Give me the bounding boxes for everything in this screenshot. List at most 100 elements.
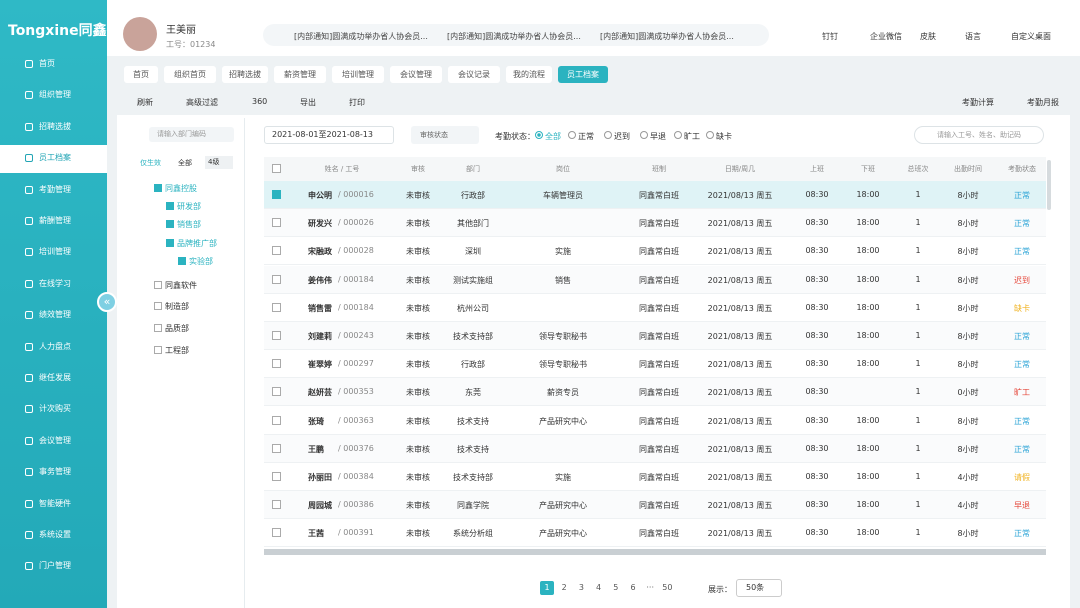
toolbar-button[interactable]: 考勤计算 (962, 98, 994, 107)
table-row[interactable] (264, 265, 1046, 294)
radio-label[interactable]: 早退 (650, 132, 666, 141)
nav-active[interactable] (0, 145, 107, 174)
tree-checkbox[interactable] (154, 281, 162, 289)
nav-item[interactable]: 事务管理 (39, 467, 71, 477)
page-button[interactable]: 2 (561, 583, 567, 592)
top-link[interactable]: 钉钉 (822, 32, 838, 41)
date-range[interactable]: 2021-08-01至2021-08-13 (264, 126, 394, 144)
tab[interactable]: 员工档案 (558, 66, 608, 83)
tree-checkbox[interactable] (154, 184, 162, 192)
top-link[interactable]: 自定义桌面 (1011, 32, 1051, 41)
search-input[interactable]: 请输入工号、姓名、助记码 (914, 126, 1044, 144)
page-button[interactable]: ··· (646, 583, 654, 592)
row-checkbox[interactable] (272, 331, 281, 340)
tree-checkbox[interactable] (154, 324, 162, 332)
radio[interactable] (535, 131, 543, 139)
table-row[interactable] (264, 181, 1046, 209)
tree-option[interactable]: 仅生效 (140, 159, 161, 167)
page-button[interactable]: 3 (578, 583, 584, 592)
toolbar-button[interactable]: 刷新 (137, 98, 153, 107)
tab[interactable]: 会议记录 (448, 66, 500, 83)
radio[interactable] (640, 131, 648, 139)
page-button[interactable]: 50 (662, 583, 673, 592)
radio[interactable] (568, 131, 576, 139)
notice[interactable]: [内部通知]圆满成功举办省人协会员... (447, 32, 581, 41)
row-checkbox[interactable] (272, 274, 281, 284)
row-checkbox[interactable] (272, 387, 281, 397)
tree-checkbox[interactable] (154, 346, 162, 354)
tree-option[interactable]: 全部 (178, 159, 192, 167)
top-link[interactable]: 语言 (965, 32, 981, 41)
nav-item[interactable]: 智能硬件 (39, 498, 71, 508)
tab[interactable]: 培训管理 (332, 66, 384, 83)
toolbar-button[interactable]: 高级过滤 (186, 98, 218, 107)
table-row[interactable] (264, 293, 1046, 322)
table-row[interactable] (264, 209, 1046, 238)
top-link[interactable]: 企业微信 (870, 32, 902, 41)
table-row[interactable] (264, 519, 1046, 548)
tab[interactable]: 首页 (124, 66, 158, 83)
tree-node[interactable]: 同鑫软件 (165, 281, 197, 290)
top-link[interactable]: 皮肤 (920, 32, 936, 41)
tree-node[interactable]: 工程部 (165, 346, 189, 355)
nav-item[interactable]: 招聘选拔 (39, 121, 71, 131)
row-checkbox[interactable] (272, 500, 281, 510)
audit-select[interactable]: 审核状态 (411, 126, 479, 144)
tree-node[interactable]: 品质部 (165, 324, 189, 333)
radio-label[interactable]: 正常 (578, 132, 594, 141)
tab[interactable]: 我的流程 (506, 66, 552, 83)
tree-node[interactable]: 研发部 (177, 202, 201, 211)
row-checkbox[interactable] (272, 359, 281, 369)
page-button[interactable]: 4 (596, 583, 602, 592)
row-checkbox[interactable] (272, 190, 281, 199)
table-row[interactable] (264, 406, 1046, 435)
nav-item[interactable]: 首页 (39, 59, 55, 68)
radio[interactable] (604, 131, 612, 139)
tree-node[interactable]: 同鑫控股 (165, 184, 197, 193)
tree-node[interactable]: 制造部 (165, 302, 189, 311)
radio[interactable] (706, 131, 714, 139)
notice[interactable]: [内部通知]圆满成功举办省人协会员... (600, 32, 734, 41)
table-row[interactable] (264, 491, 1046, 520)
nav-item[interactable]: 培训管理 (39, 247, 71, 257)
row-checkbox[interactable] (272, 246, 281, 256)
table-row[interactable] (264, 322, 1046, 350)
nav-item[interactable]: 薪酬管理 (39, 216, 71, 225)
row-checkbox[interactable] (272, 218, 281, 228)
table-row[interactable] (264, 463, 1046, 491)
row-checkbox[interactable] (272, 472, 281, 481)
nav-item[interactable]: 计次购买 (39, 404, 71, 414)
collapse-button[interactable]: « (97, 292, 117, 312)
notice[interactable]: [内部通知]圆满成功举办省人协会员... (294, 32, 428, 41)
table-row[interactable] (264, 350, 1046, 379)
table-row[interactable] (264, 434, 1046, 463)
tree-node[interactable]: 品牌推广部 (177, 239, 217, 248)
page-button[interactable]: 5 (613, 583, 619, 592)
header-checkbox[interactable] (272, 164, 281, 173)
tree-checkbox[interactable] (166, 220, 174, 228)
toolbar-button[interactable]: 打印 (349, 98, 365, 107)
tab[interactable]: 招聘选拔 (222, 66, 268, 83)
toolbar-button[interactable]: 考勤月报 (1027, 98, 1059, 107)
radio-label[interactable]: 旷工 (684, 132, 700, 141)
page-size[interactable]: 50条 (736, 579, 782, 597)
row-checkbox[interactable] (272, 302, 281, 312)
tree-node[interactable]: 实验部 (189, 257, 213, 266)
tree-checkbox[interactable] (154, 302, 162, 310)
tree-checkbox[interactable] (166, 239, 174, 247)
radio[interactable] (674, 131, 682, 139)
tab[interactable]: 组织首页 (164, 66, 216, 83)
tab[interactable]: 会议管理 (390, 66, 442, 83)
tree-checkbox[interactable] (178, 257, 186, 265)
row-checkbox[interactable] (272, 443, 281, 453)
nav-item[interactable]: 继任发展 (39, 373, 71, 382)
table-row[interactable] (264, 237, 1046, 266)
tree-checkbox[interactable] (166, 202, 174, 210)
nav-item[interactable]: 门户管理 (39, 561, 71, 571)
nav-item[interactable]: 员工档案 (39, 153, 71, 163)
nav-item[interactable]: 组织管理 (39, 90, 71, 100)
page-button[interactable]: 6 (630, 583, 636, 592)
nav-item[interactable]: 会议管理 (39, 435, 71, 445)
radio-label[interactable]: 全部 (545, 132, 561, 141)
tree-level[interactable]: 4级 (205, 156, 233, 169)
